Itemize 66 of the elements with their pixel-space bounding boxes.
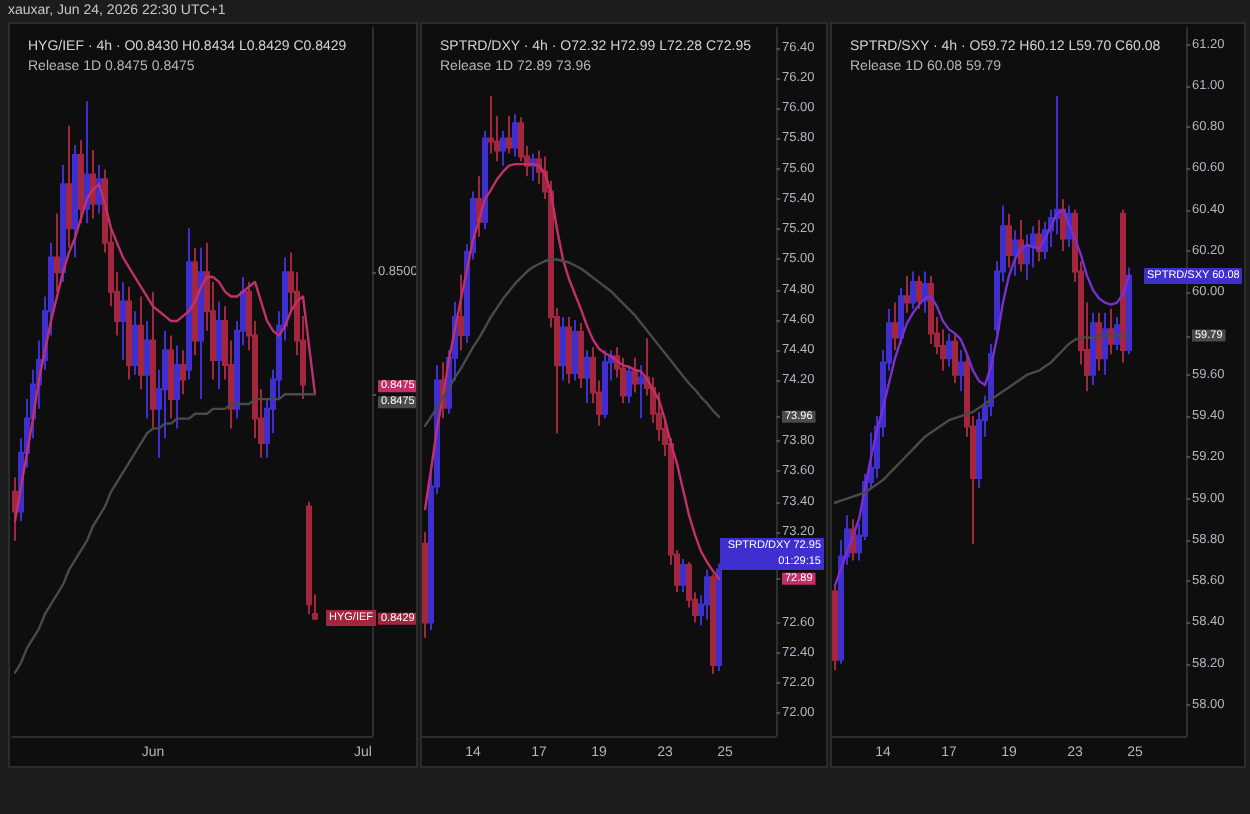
line-series [13, 183, 317, 523]
candlestick [1060, 198, 1066, 252]
candlestick [832, 584, 838, 671]
candlestick [1102, 311, 1108, 376]
line-series [833, 334, 1131, 504]
candlestick [1096, 311, 1102, 372]
candlestick [506, 114, 512, 155]
candlestick [138, 295, 144, 391]
candlestick [216, 300, 222, 391]
candlestick [892, 301, 898, 352]
candlestick [174, 344, 180, 430]
candlestick [584, 349, 590, 405]
candlestick [626, 364, 632, 405]
candlestick [60, 163, 66, 283]
candlestick [566, 315, 572, 385]
candlestick [78, 139, 84, 225]
candlestick [704, 568, 710, 621]
candlestick [186, 227, 192, 381]
candlestick [66, 124, 72, 249]
candlestick [578, 322, 584, 390]
candlestick [638, 364, 644, 420]
candlestick [192, 246, 198, 357]
candlestick [1012, 229, 1018, 277]
candlestick [458, 273, 464, 352]
candlestick [898, 287, 904, 345]
candlestick [910, 270, 916, 310]
line-series [423, 258, 721, 428]
candlestick [916, 274, 922, 310]
candlestick [488, 95, 494, 155]
candlestick [482, 129, 488, 231]
candlestick [84, 100, 90, 225]
candlestick [1090, 311, 1096, 387]
candlestick [120, 280, 126, 362]
candlestick [632, 356, 638, 394]
candlestick [12, 476, 18, 542]
candlestick [1024, 233, 1030, 281]
candlestick [168, 334, 174, 420]
candlestick [946, 332, 952, 368]
candlestick [1006, 212, 1012, 269]
candlestick [1108, 307, 1114, 356]
candlestick [1126, 266, 1132, 356]
candlestick [144, 319, 150, 420]
candlestick [132, 310, 138, 376]
candlestick [602, 349, 608, 420]
candlestick [90, 149, 96, 220]
candlestick [710, 573, 716, 675]
candlestick [306, 500, 312, 615]
candlestick [904, 274, 910, 314]
candlestick [572, 318, 578, 382]
candlestick [560, 315, 566, 382]
candlestick [500, 129, 506, 167]
candlestick [680, 558, 686, 594]
line-series [13, 393, 317, 674]
line-series [833, 208, 1131, 587]
candlestick [198, 246, 204, 401]
candlestick [952, 332, 958, 385]
candlestick [512, 113, 518, 158]
candlestick [126, 285, 132, 381]
candlestick [958, 349, 964, 393]
candlestick [54, 212, 60, 293]
candlestick [150, 290, 156, 430]
candlestick [180, 349, 186, 396]
line-series [423, 162, 721, 580]
candlestick [72, 144, 78, 259]
candlestick [1120, 208, 1126, 364]
candlestick [422, 530, 428, 639]
